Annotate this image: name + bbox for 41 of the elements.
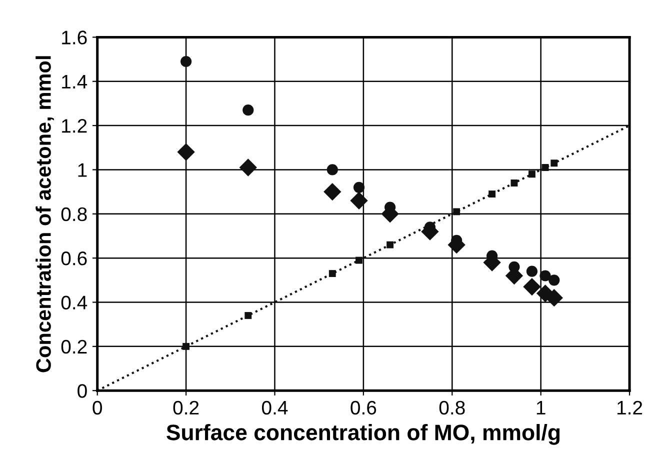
point — [328, 270, 336, 278]
point — [182, 342, 190, 350]
y-axis-title: Concentration of acetone, mmol — [36, 56, 54, 372]
point — [244, 312, 252, 319]
point — [542, 164, 549, 171]
y-tick-label: 0.6 — [61, 252, 87, 266]
y-tick-label: 0.2 — [61, 340, 87, 354]
y-tick-label: 0.8 — [61, 207, 87, 222]
x-tick-label: 1 — [536, 401, 546, 414]
y-tick-label: 0.4 — [61, 296, 88, 310]
y-tick-label: 1.2 — [62, 119, 87, 133]
y-tick-label: 1.4 — [62, 75, 88, 88]
point — [326, 164, 338, 176]
point — [540, 270, 551, 282]
point — [180, 56, 192, 68]
y-tick-label: 1.6 — [62, 30, 87, 44]
x-tick-label: 0.4 — [262, 400, 288, 415]
x-tick-label: 0.6 — [350, 400, 376, 415]
x-tick-label: 0.8 — [439, 400, 465, 415]
point — [453, 208, 460, 216]
point — [239, 158, 257, 176]
point — [488, 190, 496, 198]
point — [177, 143, 195, 161]
point — [510, 180, 518, 186]
point — [350, 192, 368, 210]
x-axis-title: Surface concentration of MO, mmol/g — [166, 424, 560, 445]
x-tick-label: 0.2 — [173, 400, 199, 415]
point — [356, 256, 362, 264]
point — [242, 104, 254, 116]
x-tick-label: 1.2 — [618, 400, 642, 414]
point — [353, 182, 365, 193]
point — [526, 266, 538, 277]
y-tick-label: 0 — [78, 384, 87, 398]
x-tick-label: 0 — [92, 400, 102, 415]
point — [528, 170, 536, 178]
point — [550, 160, 558, 167]
point — [523, 278, 541, 296]
y-tick-label: 1 — [78, 163, 87, 177]
point — [324, 182, 342, 201]
point — [548, 274, 560, 286]
point — [386, 241, 394, 248]
